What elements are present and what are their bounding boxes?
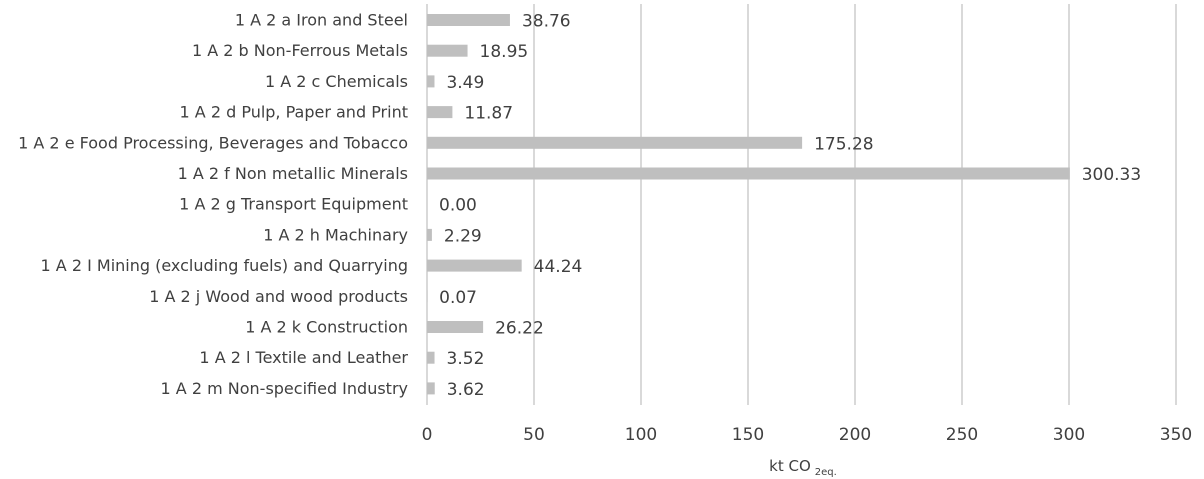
bars (427, 14, 1070, 395)
category-label-5: 1 A 2 e Food Processing, Beverages and T… (18, 133, 408, 152)
x-axis-title: kt CO 2eq. (769, 457, 837, 478)
category-label-8: 1 A 2 h Machinary (263, 225, 408, 244)
bar-6 (427, 167, 1070, 180)
bar-3 (427, 75, 435, 88)
category-label-9: 1 A 2 I Mining (excluding fuels) and Qua… (41, 256, 408, 275)
value-label-11: 26.22 (495, 319, 544, 339)
category-label-4: 1 A 2 d Pulp, Paper and Print (180, 103, 408, 122)
value-label-5: 175.28 (814, 134, 873, 154)
x-tick-300: 300 (1053, 425, 1085, 445)
category-label-11: 1 A 2 k Construction (245, 318, 408, 337)
bar-1 (427, 14, 510, 26)
value-label-12: 3.52 (447, 349, 485, 369)
x-axis-title-subscript: 2eq. (815, 467, 837, 478)
value-label-3: 3.49 (446, 73, 484, 93)
value-label-13: 3.62 (447, 380, 485, 400)
category-label-6: 1 A 2 f Non metallic Minerals (178, 164, 408, 183)
bar-5 (427, 136, 803, 149)
bar-12 (427, 351, 435, 364)
x-tick-200: 200 (839, 425, 871, 445)
category-label-1: 1 A 2 a Iron and Steel (235, 11, 408, 30)
category-label-2: 1 A 2 b Non-Ferrous Metals (192, 41, 408, 60)
value-label-10: 0.07 (439, 288, 477, 308)
value-labels: 38.76 18.95 3.49 11.87 175.28 300.33 0.00 2.29 4… (439, 12, 1141, 400)
bar-2 (427, 44, 468, 57)
value-label-9: 44.24 (534, 257, 583, 277)
gridlines (426, 4, 1177, 405)
bar-4 (427, 106, 453, 119)
x-tick-0: 0 (422, 425, 433, 445)
category-label-12: 1 A 2 l Textile and Leather (199, 348, 408, 367)
x-tick-100: 100 (625, 425, 657, 445)
category-label-10: 1 A 2 j Wood and wood products (149, 287, 408, 306)
x-tick-labels: 0 50 100 150 200 250 300 350 (422, 425, 1193, 445)
value-label-2: 18.95 (480, 42, 529, 62)
category-label-7: 1 A 2 g Transport Equipment (179, 195, 408, 214)
x-tick-150: 150 (732, 425, 764, 445)
bar-13 (427, 382, 435, 395)
category-labels: 1 A 2 a Iron and Steel 1 A 2 b Non-Ferrou… (18, 11, 408, 398)
x-tick-50: 50 (523, 425, 545, 445)
bar-11 (427, 321, 484, 333)
x-axis-title-main: kt CO (769, 457, 811, 475)
value-label-8: 2.29 (444, 226, 482, 246)
value-label-7: 0.00 (439, 196, 477, 216)
value-label-6: 300.33 (1082, 165, 1141, 185)
value-label-4: 11.87 (464, 104, 513, 124)
x-tick-250: 250 (946, 425, 978, 445)
category-label-3: 1 A 2 c Chemicals (265, 72, 408, 91)
x-tick-350: 350 (1160, 425, 1192, 445)
bar-8 (427, 228, 432, 241)
value-label-1: 38.76 (522, 12, 571, 32)
bar-9 (427, 259, 522, 272)
category-label-13: 1 A 2 m Non-specified Industry (161, 379, 408, 398)
